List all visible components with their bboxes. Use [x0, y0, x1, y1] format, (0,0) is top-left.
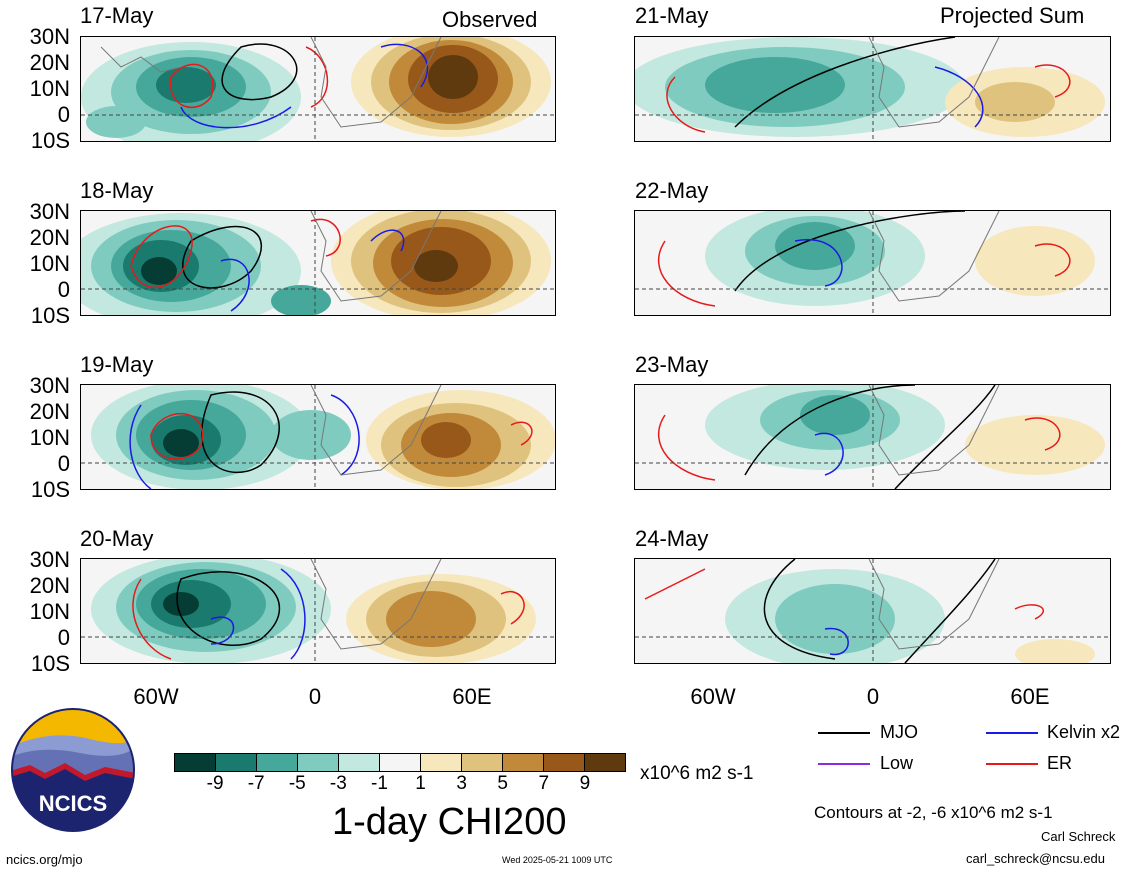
ncics-logo: NCICS — [10, 707, 136, 833]
map-panel-right-1 — [634, 36, 1111, 142]
lat-label-0: 0 — [57, 102, 70, 127]
lat-label-30n: 30N — [29, 547, 70, 572]
chi200-field-projected-4 — [635, 559, 1110, 663]
colorbar-swatch — [379, 754, 420, 771]
colorbar-tick-label: 7 — [538, 773, 550, 794]
legend-label-er: ER — [1047, 753, 1073, 773]
author-email: carl_schreck@ncsu.edu — [966, 851, 1105, 866]
map-panel-right-4 — [634, 558, 1111, 664]
colorbar-swatch — [297, 754, 338, 771]
map-panel-left-4 — [80, 558, 556, 664]
lat-label-30n: 30N — [29, 373, 70, 398]
map-panel-right-2 — [634, 210, 1111, 316]
panel-date-right-3: 23-May — [635, 352, 709, 377]
legend-label-mjo: MJO — [880, 722, 918, 742]
legend-label-low: Low — [880, 753, 914, 773]
lat-label-0: 0 — [57, 277, 70, 302]
lat-label-30n: 30N — [29, 24, 70, 49]
map-panel-left-1 — [80, 36, 556, 142]
colorbar-swatch — [256, 754, 297, 771]
colorbar-tick-label: 5 — [497, 773, 508, 794]
chi200-field-projected-2 — [635, 211, 1110, 315]
generated-timestamp: Wed 2025-05-21 1009 UTC — [502, 855, 613, 865]
colorbar-tick-label: -3 — [329, 773, 347, 794]
panel-date-right-2: 22-May — [635, 178, 709, 203]
chi200-field-observed-2 — [81, 211, 555, 315]
panel-date-left-2: 18-May — [80, 178, 154, 203]
lat-label-30n: 30N — [29, 199, 70, 224]
lat-label-20n: 20N — [29, 50, 70, 75]
chi200-field-observed-4 — [81, 559, 555, 663]
lat-label-20n: 20N — [29, 225, 70, 250]
observed-header: Observed — [442, 7, 538, 32]
colorbar-tick-label: 1 — [415, 773, 426, 794]
panel-date-right-4: 24-May — [635, 526, 709, 551]
lat-label-10s: 10S — [30, 128, 70, 153]
colorbar-units: x10^6 m2 s-1 — [640, 763, 754, 784]
lat-label-20n: 20N — [29, 573, 70, 598]
lat-label-0: 0 — [57, 451, 70, 476]
ncics-logo-icon: NCICS — [11, 708, 135, 832]
legend-label-kelvin: Kelvin x2 — [1047, 722, 1121, 742]
panel-date-left-4: 20-May — [80, 526, 154, 551]
map-panel-left-3 — [80, 384, 556, 490]
lon-label-60e-right: 60E — [1010, 684, 1050, 709]
lon-label-60w-left: 60W — [133, 684, 179, 709]
colorbar-swatch — [502, 754, 543, 771]
colorbar-tick-label: 9 — [579, 773, 591, 794]
colorbar-tick-label: 3 — [456, 773, 467, 794]
colorbar — [174, 753, 626, 772]
legend-line-mjo — [818, 732, 870, 734]
legend-line-low — [818, 763, 870, 765]
chi200-field-observed-1 — [81, 37, 555, 141]
projected-header: Projected Sum — [940, 3, 1085, 28]
panel-date-left-3: 19-May — [80, 352, 154, 377]
colorbar-tick-label: -5 — [288, 773, 306, 794]
colorbar-swatch — [461, 754, 502, 771]
contours-note: Contours at -2, -6 x10^6 m2 s-1 — [814, 803, 1053, 822]
lat-label-10s: 10S — [30, 303, 70, 328]
lon-label-0-left: 0 — [308, 684, 322, 709]
legend-line-kelvin — [986, 732, 1038, 734]
lat-label-10n: 10N — [29, 76, 70, 101]
logo-text: NCICS — [39, 791, 107, 816]
lat-label-10n: 10N — [29, 251, 70, 276]
colorbar-swatch — [543, 754, 584, 771]
panel-date-right-1: 21-May — [635, 3, 709, 28]
panel-date-left-1: 17-May — [80, 3, 154, 28]
colorbar-tick-label: -1 — [371, 773, 388, 794]
colorbar-swatch — [215, 754, 256, 771]
map-panel-left-2 — [80, 210, 556, 316]
colorbar-swatch — [338, 754, 379, 771]
lon-label-60e-left: 60E — [452, 684, 492, 709]
lat-label-10n: 10N — [29, 425, 70, 450]
chi200-field-projected-1 — [635, 37, 1110, 141]
lat-label-20n: 20N — [29, 399, 70, 424]
colorbar-tick-label: -7 — [247, 773, 265, 794]
author-name: Carl Schreck — [1041, 829, 1116, 844]
colorbar-title: 1-day CHI200 — [332, 801, 567, 843]
lat-label-10s: 10S — [30, 477, 70, 502]
lon-label-60w-right: 60W — [690, 684, 736, 709]
colorbar-swatch — [584, 754, 625, 771]
chi200-field-projected-3 — [635, 385, 1110, 489]
lat-label-0: 0 — [57, 625, 70, 650]
source-url: ncics.org/mjo — [6, 852, 83, 867]
legend-line-er — [986, 763, 1038, 765]
chi200-field-observed-3 — [81, 385, 555, 489]
lon-label-0-right: 0 — [866, 684, 880, 709]
lat-label-10n: 10N — [29, 599, 70, 624]
colorbar-tick-label: -9 — [206, 773, 224, 794]
colorbar-swatch — [175, 754, 215, 771]
colorbar-swatch — [420, 754, 461, 771]
lat-label-10s: 10S — [30, 651, 70, 676]
map-panel-right-3 — [634, 384, 1111, 490]
